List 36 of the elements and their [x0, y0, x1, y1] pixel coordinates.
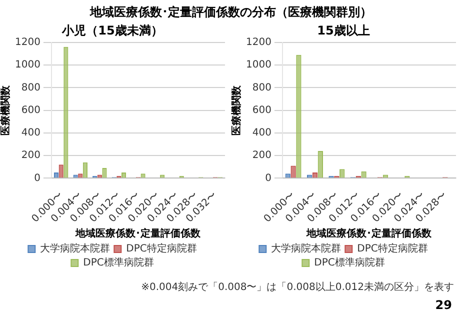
legend-label: DPC特定病院群 [126, 242, 197, 255]
y-axis-title: 医療機関数 [0, 84, 12, 136]
chart-subtitle: 15歳以上 [317, 23, 370, 38]
y-tick-label: 200 [21, 150, 40, 162]
y-tick-label: 800 [252, 82, 272, 94]
y-tick-label: 600 [21, 104, 40, 116]
x-axis-title: 地域医療係数･定量評価係数 [306, 228, 433, 240]
y-tick-label: 400 [252, 128, 272, 139]
bar [296, 54, 302, 178]
bar [290, 166, 296, 178]
y-tick-label: 1000 [14, 60, 40, 71]
bar [58, 164, 64, 178]
legend-label: 大学病院本院群 [271, 242, 342, 255]
legend-label: DPC標準病院群 [314, 256, 385, 269]
y-tick-label: 800 [21, 82, 40, 94]
legend-label: DPC標準病院群 [83, 256, 154, 269]
text: 29 [435, 298, 452, 312]
chart-subtitle: 小児（15歳未満） [61, 23, 163, 38]
y-tick-label: 1000 [246, 60, 272, 71]
chart-title: 地域医療係数･定量評価係数の分布（医療機関群別） [88, 4, 373, 21]
text: ※0.004刻みで「0.008〜」は「0.008以上0.012未満の区分」を表す [141, 280, 454, 294]
y-tick-label: 600 [252, 104, 272, 116]
bar [64, 46, 68, 178]
y-tick-label: 200 [252, 150, 272, 162]
y-axis-title: 医療機関数 [230, 84, 243, 136]
bar [82, 162, 88, 178]
y-tick-label: 0 [34, 172, 40, 184]
y-tick-label: 1200 [246, 36, 272, 48]
bar [318, 151, 323, 178]
x-axis-title: 地域医療係数･定量評価係数 [74, 228, 202, 240]
legend-label: 大学病院本院群 [40, 242, 110, 255]
y-tick-label: 0 [265, 172, 272, 184]
y-tick-label: 1200 [14, 36, 40, 48]
y-tick-label: 400 [21, 128, 40, 139]
legend-label: DPC特定病院群 [357, 242, 428, 255]
bar [102, 168, 107, 178]
